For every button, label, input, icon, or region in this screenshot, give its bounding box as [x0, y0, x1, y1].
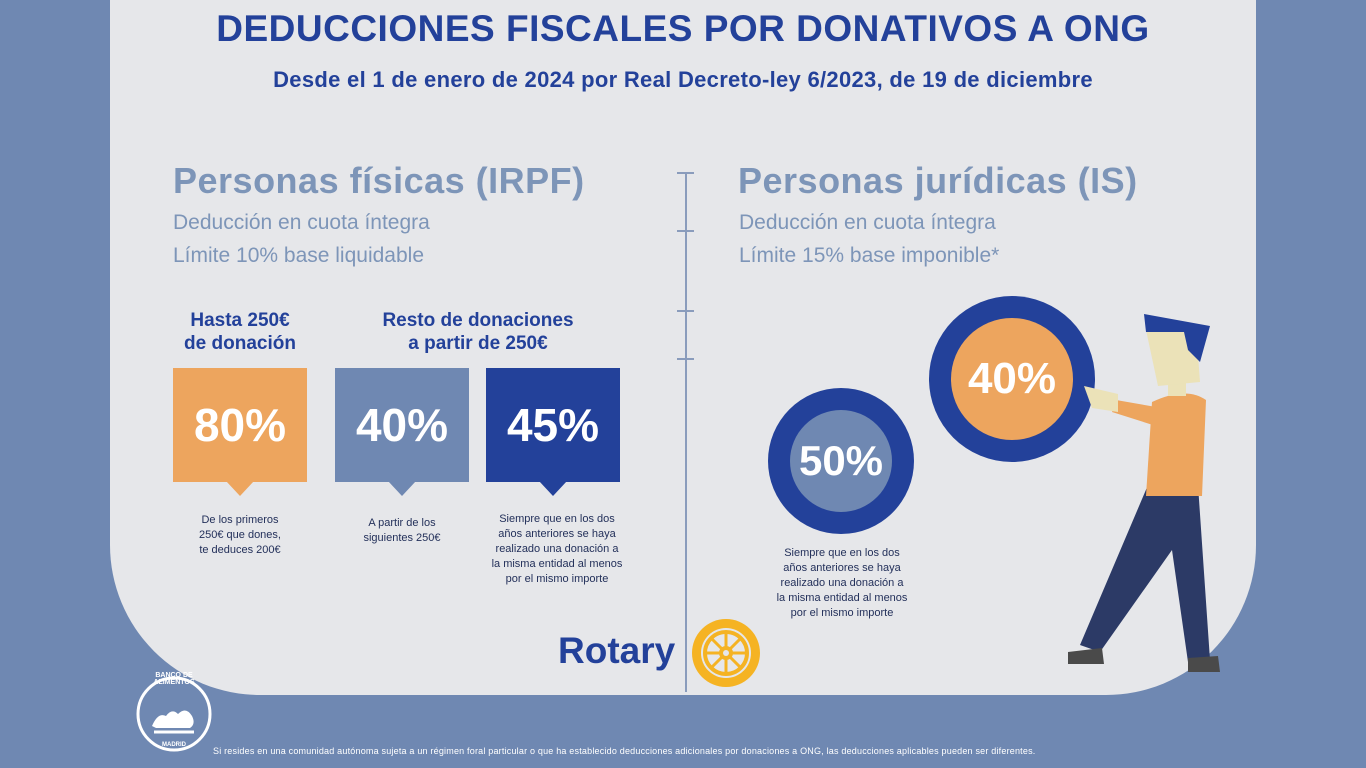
footer-disclaimer: Si resides en una comunidad autónoma suj…	[213, 746, 1036, 756]
banco-alimentos-city: MADRID	[162, 742, 186, 748]
person-hair	[1144, 314, 1210, 362]
irpf-box-80-note: De los primeros 250€ que dones, te deduc…	[165, 513, 315, 558]
banco-alimentos-ring-text: BANCO DE ALIMENTOS	[153, 672, 195, 686]
note-line: años anteriores se haya	[783, 562, 901, 574]
person-torso	[1146, 393, 1206, 496]
note-line: la misma entidad al menos	[776, 592, 908, 604]
note-line: te deduces 200€	[199, 544, 281, 556]
page-subtitle: Desde el 1 de enero de 2024 por Real Dec…	[273, 67, 1093, 92]
person-shoe-right	[1188, 656, 1220, 672]
page-title: DEDUCCIONES FISCALES POR DONATIVOS A ONG	[216, 8, 1150, 49]
irpf-box-40-note: A partir de los siguientes 250€	[327, 516, 477, 546]
divider-tick	[677, 230, 694, 232]
note-line: por el mismo importe	[505, 573, 609, 585]
note-line: siguientes 250€	[363, 532, 441, 544]
irpf-box-45: 45%	[486, 368, 620, 496]
person-illustration	[1068, 314, 1220, 672]
divider-tick	[677, 358, 694, 360]
is-ring-40-value: 40%	[951, 318, 1073, 440]
irpf-box-45-note: Siempre que en los dos años anteriores s…	[472, 512, 642, 587]
rotary-logo-text: Rotary	[558, 630, 676, 671]
column-divider	[685, 172, 687, 692]
note-line: Siempre que en los dos	[499, 513, 615, 525]
is-heading: Personas jurídicas (IS)	[738, 160, 1138, 201]
is-limit-line: Límite 15% base imponible*	[739, 244, 1000, 267]
irpf-box-40-value: 40%	[355, 399, 449, 451]
irpf-box-80: 80%	[173, 368, 307, 496]
irpf-col1-header: Hasta 250€ de donación	[160, 309, 320, 355]
is-note: Siempre que en los dos años anteriores s…	[752, 546, 932, 621]
irpf-box-80-value: 80%	[193, 399, 287, 451]
note-line: años anteriores se haya	[498, 528, 616, 540]
banco-alimentos-logo	[136, 676, 212, 752]
person-legs	[1080, 485, 1210, 662]
divider-tick	[677, 310, 694, 312]
note-line: A partir de los	[368, 517, 436, 529]
is-ring-50: 50%	[768, 388, 914, 534]
divider-tick	[677, 172, 694, 174]
irpf-col1-header-line2: de donación	[184, 333, 296, 354]
note-line: Siempre que en los dos	[784, 547, 900, 559]
note-line: De los primeros	[201, 514, 279, 526]
irpf-col2-header-line1: Resto de donaciones	[382, 310, 574, 331]
rotary-wheel-icon	[692, 619, 760, 687]
irpf-deduction-line: Deducción en cuota íntegra	[173, 211, 430, 234]
irpf-col2-header: Resto de donaciones a partir de 250€	[340, 309, 616, 355]
irpf-col2-header-line2: a partir de 250€	[408, 333, 548, 354]
irpf-box-40-pointer	[388, 481, 416, 496]
note-line: por el mismo importe	[790, 607, 894, 619]
is-ring-40: 40%	[929, 296, 1095, 462]
irpf-limit-line: Límite 10% base liquidable	[173, 244, 424, 267]
irpf-box-45-value: 45%	[506, 399, 600, 451]
note-line: realizado una donación a	[495, 543, 619, 555]
irpf-heading: Personas físicas (IRPF)	[173, 160, 585, 201]
is-ring-50-value: 50%	[790, 410, 892, 512]
irpf-box-40: 40%	[335, 368, 469, 496]
person-shoe-left	[1068, 648, 1104, 664]
irpf-col1-header-line1: Hasta 250€	[190, 310, 290, 331]
person-hand	[1084, 386, 1118, 412]
note-line: 250€ que dones,	[199, 529, 281, 541]
note-line: la misma entidad al menos	[491, 558, 623, 570]
is-deduction-line: Deducción en cuota íntegra	[739, 211, 996, 234]
irpf-box-45-pointer	[539, 481, 567, 496]
person-arm	[1112, 400, 1162, 426]
note-line: realizado una donación a	[780, 577, 904, 589]
irpf-box-80-pointer	[226, 481, 254, 496]
